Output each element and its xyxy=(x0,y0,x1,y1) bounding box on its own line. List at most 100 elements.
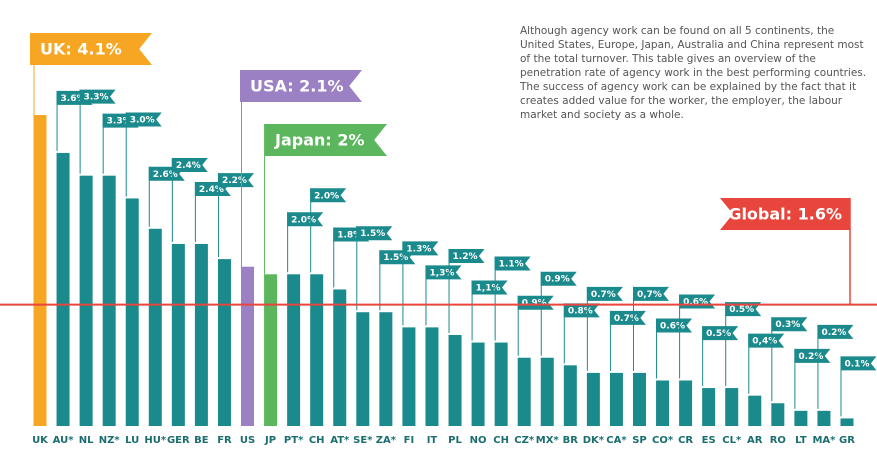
bar xyxy=(794,410,808,426)
x-tick-label: PL xyxy=(448,435,462,446)
label-flag xyxy=(125,112,162,127)
bar xyxy=(586,372,600,426)
x-tick-label: PT* xyxy=(284,435,304,446)
value-label: 2.4% xyxy=(176,161,201,171)
label-flag xyxy=(771,317,808,332)
label-flag xyxy=(586,286,623,301)
value-label: Japan: 2% xyxy=(274,131,365,150)
x-tick-label: LT xyxy=(795,435,807,446)
value-label: 1,3% xyxy=(429,268,454,278)
x-tick-label: CR xyxy=(678,435,693,446)
x-tick-label: SE* xyxy=(353,435,373,446)
reference-label: Global: 1.6% xyxy=(728,205,842,224)
bar xyxy=(425,327,439,426)
x-tick-label: MX* xyxy=(536,435,560,446)
bar xyxy=(840,418,854,426)
value-label: 0.3% xyxy=(775,320,800,330)
label-flag xyxy=(494,256,531,271)
value-label: 3.6% xyxy=(61,94,86,104)
label-flag xyxy=(748,333,785,348)
label-flag xyxy=(356,226,393,241)
value-label: 2.2% xyxy=(222,176,247,186)
label-flag xyxy=(632,286,669,301)
bar xyxy=(148,228,162,426)
x-tick-label: ES xyxy=(702,435,716,446)
label-flag xyxy=(656,318,693,333)
x-tick-label: BE xyxy=(194,435,209,446)
value-label: 1.1% xyxy=(499,260,524,270)
flag xyxy=(30,33,152,65)
bar xyxy=(241,266,255,426)
label-flag xyxy=(217,173,254,188)
bar xyxy=(194,243,208,426)
value-label: 1.5% xyxy=(383,253,408,263)
x-tick-label: LU xyxy=(125,435,139,446)
label-flag xyxy=(794,348,831,363)
x-tick-label: CZ* xyxy=(514,435,535,446)
value-label: UK: 4.1% xyxy=(40,40,122,59)
value-label: 0.9% xyxy=(545,275,570,285)
flag xyxy=(240,70,362,102)
x-tick-label: DK* xyxy=(583,435,605,446)
x-tick-label: CA* xyxy=(606,435,627,446)
bar xyxy=(402,327,416,426)
value-label: 0.5% xyxy=(706,329,731,339)
bar xyxy=(287,274,301,426)
x-tick-label: CO* xyxy=(652,435,674,446)
value-label: 2.6% xyxy=(153,170,178,180)
value-label: 0.2% xyxy=(798,352,823,362)
label-flag xyxy=(517,295,554,310)
value-label: 2.0% xyxy=(291,215,316,225)
label-flag xyxy=(448,248,485,263)
bar xyxy=(632,372,646,426)
label-flag xyxy=(702,326,739,341)
label-flag xyxy=(471,280,508,295)
bar xyxy=(563,365,577,426)
bar xyxy=(540,357,554,426)
x-tick-label: CH xyxy=(309,435,325,446)
bar xyxy=(56,152,70,427)
bar xyxy=(817,410,831,426)
bar xyxy=(517,357,531,426)
label-flag xyxy=(609,310,646,325)
label-flag xyxy=(563,303,600,318)
x-tick-label: BR xyxy=(563,435,579,446)
value-label: 0.2% xyxy=(821,328,846,338)
bar xyxy=(702,388,716,426)
x-tick-label: GR xyxy=(839,435,855,446)
value-label: 0,4% xyxy=(752,337,777,347)
label-flag xyxy=(540,271,577,286)
x-tick-label: SP xyxy=(632,435,647,446)
label-flag xyxy=(840,356,877,371)
flag xyxy=(720,198,850,230)
value-label: 3.3% xyxy=(107,117,132,127)
bar xyxy=(264,274,278,426)
value-label: 0.8% xyxy=(568,306,593,316)
value-label: 0.6% xyxy=(660,321,685,331)
bar xyxy=(333,289,347,426)
value-label: 0.5% xyxy=(729,305,754,315)
x-tick-label: HU* xyxy=(144,435,166,446)
bar xyxy=(609,372,623,426)
bar xyxy=(171,243,185,426)
label-flag xyxy=(79,89,116,104)
bar xyxy=(79,175,93,426)
x-tick-label: GER xyxy=(167,435,190,446)
label-flag xyxy=(817,324,854,339)
bar xyxy=(356,312,370,426)
value-label: 1.3% xyxy=(406,244,431,254)
bar xyxy=(310,274,324,426)
x-tick-label: NZ* xyxy=(99,435,121,446)
value-label: 2.4% xyxy=(199,185,224,195)
value-label: USA: 2.1% xyxy=(250,77,344,96)
value-label: 0.1% xyxy=(845,359,870,369)
value-label: 1.5% xyxy=(360,229,385,239)
x-tick-label: UK xyxy=(32,435,49,446)
value-label: 3.3% xyxy=(84,93,109,103)
value-label: 2.0% xyxy=(314,191,339,201)
bar xyxy=(102,175,116,426)
label-flag xyxy=(310,188,347,203)
x-tick-label: RO xyxy=(770,435,786,446)
x-tick-label: CH xyxy=(493,435,509,446)
